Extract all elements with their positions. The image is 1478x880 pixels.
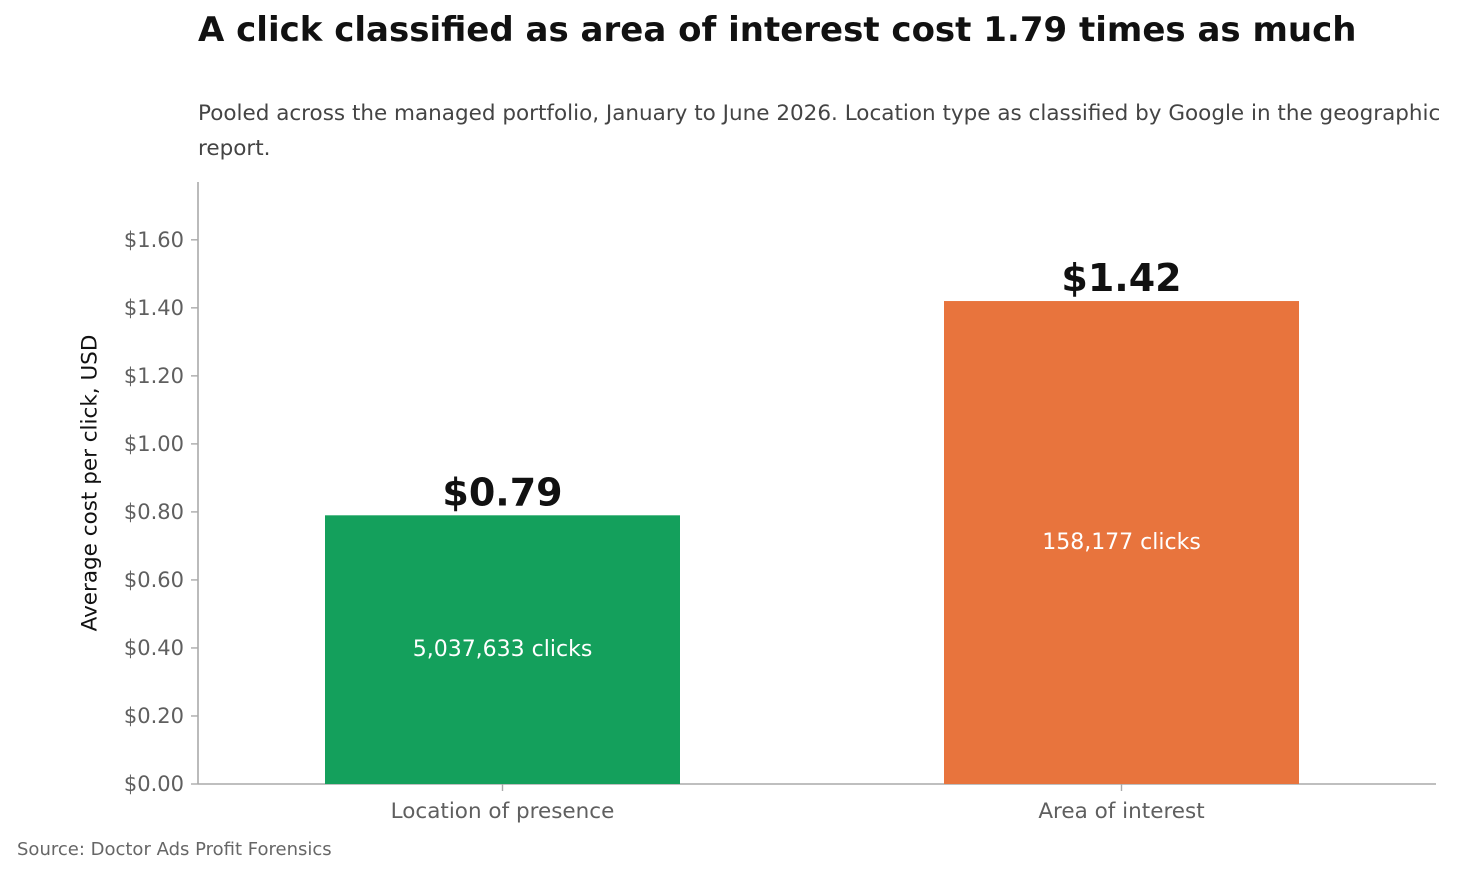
y-tick-label: $0.40 [124, 636, 184, 660]
chart-title: A click classified as area of interest c… [198, 10, 1357, 50]
y-tick-label: $0.60 [124, 568, 184, 592]
y-tick-label: $1.60 [124, 228, 184, 252]
chart-subtitle: Pooled across the managed portfolio, Jan… [198, 101, 1441, 161]
y-tick-label: $0.80 [124, 500, 184, 524]
x-axis-ticks: Location of presence Area of interest [391, 784, 1205, 824]
x-category-label: Area of interest [1038, 799, 1204, 824]
bar [325, 515, 680, 784]
y-axis-ticks: $0.00 $0.20 $0.40 $0.60 $0.80 $1.00 $1.20 $1.40… [124, 228, 198, 796]
y-axis-title: Average cost per click, USD [78, 335, 103, 632]
bar-value-label: $0.79 [442, 470, 562, 514]
bar-value-label: $1.42 [1061, 256, 1181, 300]
y-tick-label: $1.00 [124, 432, 184, 456]
y-tick-label: $0.20 [124, 704, 184, 728]
y-tick-label: $1.20 [124, 364, 184, 388]
bar-clicks-label: 5,037,633 clicks [413, 637, 593, 662]
source-note: Source: Doctor Ads Profit Forensics [17, 839, 332, 860]
plot-area: $0.00 $0.20 $0.40 $0.60 $0.80 $1.00 $1.20 $1.40… [124, 182, 1436, 824]
bar-clicks-label: 158,177 clicks [1042, 530, 1201, 555]
y-tick-label: $0.00 [124, 772, 184, 796]
bar [944, 301, 1299, 784]
bars: $0.79 5,037,633 clicks $1.42 158,177 clicks [325, 256, 1299, 784]
y-tick-label: $1.40 [124, 296, 184, 320]
x-category-label: Location of presence [391, 799, 615, 824]
